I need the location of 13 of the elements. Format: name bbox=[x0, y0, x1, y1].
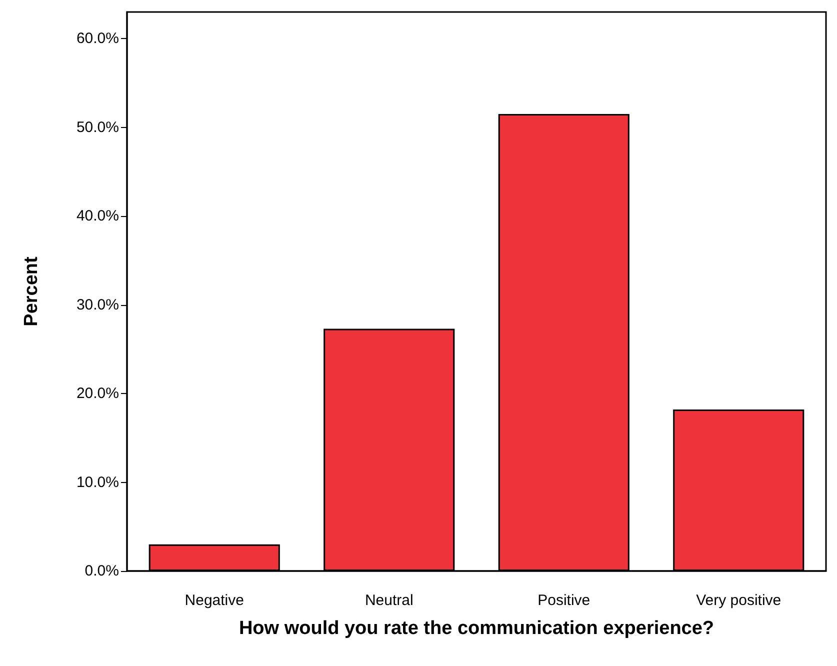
y-tick-label: 50.0% bbox=[76, 118, 119, 136]
x-tick-label: Very positive bbox=[696, 592, 782, 609]
y-tick-label: 40.0% bbox=[76, 208, 119, 225]
x-tick-label: Positive bbox=[538, 592, 590, 609]
y-tick-label: 0.0% bbox=[84, 562, 119, 580]
y-tick-label: 20.0% bbox=[76, 385, 119, 402]
x-tick-label: Negative bbox=[184, 592, 244, 609]
y-axis-title: Percent bbox=[21, 256, 42, 326]
y-tick-label: 60.0% bbox=[76, 30, 119, 48]
y-tick-label: 10.0% bbox=[76, 474, 119, 491]
x-axis-title: How would you rate the communication experience? bbox=[238, 618, 714, 639]
y-tick-label: 30.0% bbox=[76, 296, 119, 314]
x-tick-label: Neutral bbox=[364, 592, 414, 609]
